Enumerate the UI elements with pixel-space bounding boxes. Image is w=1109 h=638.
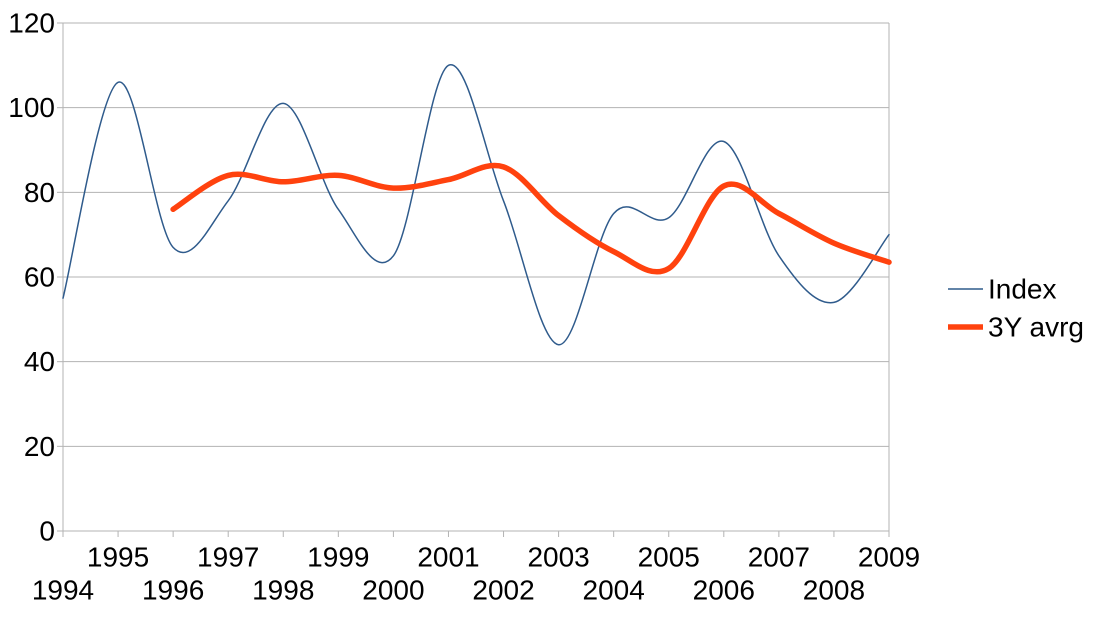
x-axis-label-1998: 1998 bbox=[252, 575, 314, 606]
x-axis-label-2004: 2004 bbox=[583, 575, 645, 606]
legend-label-3y-avrg: 3Y avrg bbox=[988, 312, 1084, 343]
series-line-index bbox=[62, 64, 890, 346]
x-axis-label-2001: 2001 bbox=[417, 542, 479, 573]
y-axis-label-20: 20 bbox=[24, 431, 55, 462]
x-axis-label-2002: 2002 bbox=[472, 575, 534, 606]
series-line-3y-avrg bbox=[170, 162, 892, 275]
x-axis-label-1996: 1996 bbox=[142, 575, 204, 606]
y-axis-label-80: 80 bbox=[24, 177, 55, 208]
y-axis-label-100: 100 bbox=[8, 92, 55, 123]
x-axis-label-1997: 1997 bbox=[197, 542, 259, 573]
x-axis-label-1999: 1999 bbox=[307, 542, 369, 573]
x-axis-label-2003: 2003 bbox=[527, 542, 589, 573]
y-axis-label-40: 40 bbox=[24, 346, 55, 377]
x-axis-label-2005: 2005 bbox=[638, 542, 700, 573]
x-axis-label-2000: 2000 bbox=[362, 575, 424, 606]
x-axis-label-2007: 2007 bbox=[748, 542, 810, 573]
x-axis-label-1994: 1994 bbox=[32, 575, 94, 606]
legend-label-index: Index bbox=[988, 274, 1057, 305]
y-axis-label-60: 60 bbox=[24, 262, 55, 293]
x-axis-label-1995: 1995 bbox=[87, 542, 149, 573]
x-axis-label-2008: 2008 bbox=[803, 575, 865, 606]
x-axis-label-2009: 2009 bbox=[858, 542, 920, 573]
y-axis-label-0: 0 bbox=[39, 516, 55, 547]
y-axis-label-120: 120 bbox=[8, 8, 55, 39]
x-axis-label-2006: 2006 bbox=[693, 575, 755, 606]
